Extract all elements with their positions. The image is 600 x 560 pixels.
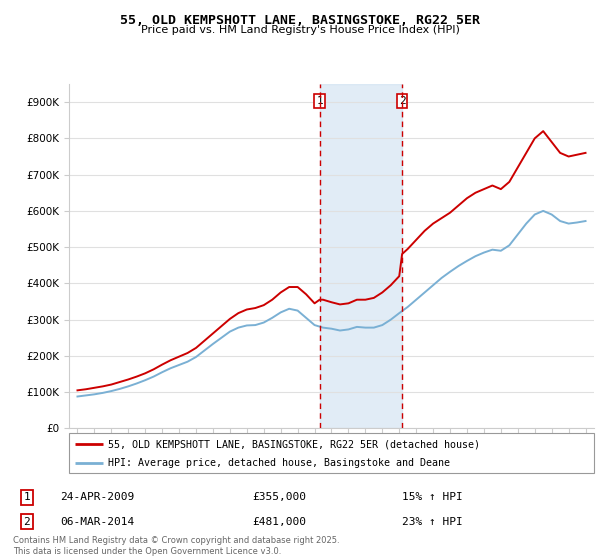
Text: 2: 2 [399,96,406,106]
Text: 15% ↑ HPI: 15% ↑ HPI [402,492,463,502]
Text: 55, OLD KEMPSHOTT LANE, BASINGSTOKE, RG22 5ER: 55, OLD KEMPSHOTT LANE, BASINGSTOKE, RG2… [120,14,480,27]
Text: 1: 1 [23,492,31,502]
Text: 24-APR-2009: 24-APR-2009 [60,492,134,502]
Bar [320,84,402,428]
Text: Contains HM Land Registry data © Crown copyright and database right 2025.
This d: Contains HM Land Registry data © Crown c… [13,536,340,556]
Text: £481,000: £481,000 [252,517,306,527]
Text: £355,000: £355,000 [252,492,306,502]
FancyBboxPatch shape [69,433,594,473]
Text: 2: 2 [23,517,31,527]
Text: HPI: Average price, detached house, Basingstoke and Deane: HPI: Average price, detached house, Basi… [109,458,451,468]
Text: 55, OLD KEMPSHOTT LANE, BASINGSTOKE, RG22 5ER (detached house): 55, OLD KEMPSHOTT LANE, BASINGSTOKE, RG2… [109,439,481,449]
Text: 1: 1 [316,96,323,106]
Text: 06-MAR-2014: 06-MAR-2014 [60,517,134,527]
Text: Price paid vs. HM Land Registry's House Price Index (HPI): Price paid vs. HM Land Registry's House … [140,25,460,35]
Text: 23% ↑ HPI: 23% ↑ HPI [402,517,463,527]
